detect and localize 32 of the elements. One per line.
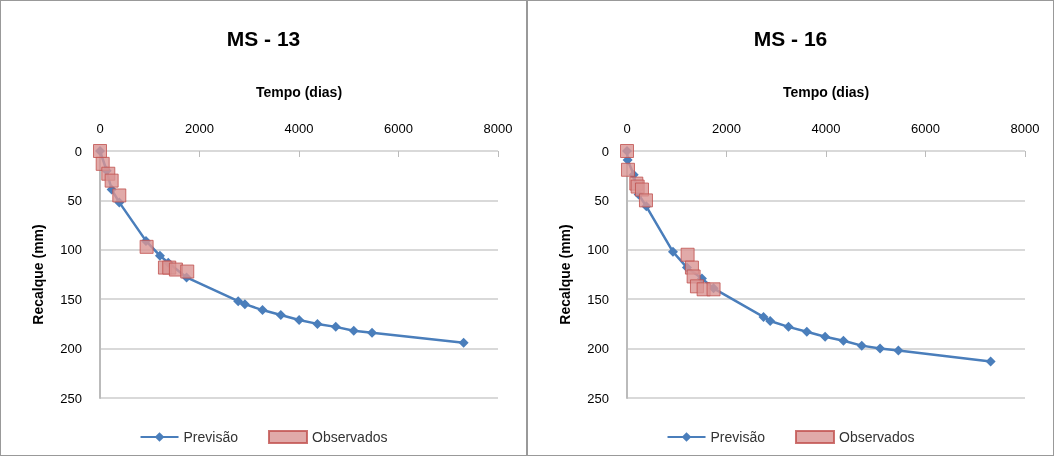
x-tick-label: 4000 (284, 121, 314, 136)
x-tick-label: 8000 (1010, 121, 1040, 136)
x-tick-label: 6000 (384, 121, 413, 136)
y-axis-title: Recalque (mm) (30, 224, 46, 325)
legend-label: Observados (838, 429, 915, 445)
x-axis-title: Tempo (dias) (782, 84, 870, 100)
y-tick-label: 200 (60, 341, 82, 357)
y-tick-label: 0 (74, 143, 82, 159)
legend-label: Previsão (710, 429, 766, 445)
y-tick-label: 150 (60, 291, 82, 307)
legend-label: Previsão (183, 429, 239, 445)
x-axis-title: Tempo (dias) (255, 84, 343, 100)
chart-title: MS - 13 (226, 27, 301, 50)
y-tick-label: 150 (587, 291, 609, 307)
y-axis-title: Recalque (mm) (557, 224, 573, 325)
y-tick-label: 50 (67, 192, 82, 208)
x-tick-label: 2000 (185, 121, 214, 136)
y-tick-label: 50 (594, 192, 609, 208)
chart-title: MS - 16 (753, 27, 828, 50)
x-tick-label: 0 (623, 121, 631, 136)
y-tick-label: 0 (601, 143, 609, 159)
y-tick-label: 100 (60, 242, 82, 258)
y-tick-label: 250 (60, 390, 82, 406)
x-tick-label: 6000 (911, 121, 940, 136)
y-tick-label: 100 (587, 242, 609, 258)
x-tick-label: 2000 (712, 121, 741, 136)
y-tick-label: 200 (587, 341, 609, 357)
x-tick-label: 4000 (811, 121, 841, 136)
x-tick-label: 8000 (483, 121, 513, 136)
x-tick-label: 0 (96, 121, 104, 136)
legend-label: Observados (311, 429, 388, 445)
y-tick-label: 250 (587, 390, 609, 406)
